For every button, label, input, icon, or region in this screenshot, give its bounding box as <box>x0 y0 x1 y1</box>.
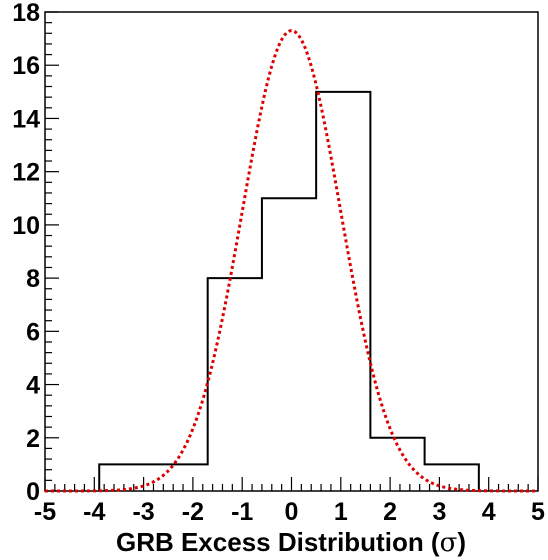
gaussian-fit-curve <box>45 29 538 493</box>
x-tick-label: 5 <box>531 498 545 526</box>
x-tick-label: -2 <box>182 498 204 526</box>
y-tick-label: 10 <box>12 212 40 240</box>
histogram-bar <box>370 438 424 491</box>
histogram-bar <box>316 92 370 491</box>
histogram-bar <box>425 464 479 491</box>
y-tick-label: 12 <box>12 159 40 187</box>
x-tick-label: -4 <box>83 498 105 526</box>
x-tick-label: 2 <box>383 498 397 526</box>
histogram-bar <box>208 278 262 491</box>
x-tick-label: 4 <box>482 498 496 526</box>
y-tick-label: 16 <box>12 52 40 80</box>
plot-frame <box>44 11 539 492</box>
y-tick-label: 6 <box>26 318 40 346</box>
x-tick-label: 1 <box>334 498 348 526</box>
x-tick-label: -1 <box>231 498 253 526</box>
histogram-bar <box>262 198 316 491</box>
y-tick-label: 8 <box>26 265 40 293</box>
sigma-symbol: σ <box>440 528 458 558</box>
y-tick-label: 14 <box>12 105 40 133</box>
y-tick-label: 18 <box>12 0 40 27</box>
y-tick-label: 0 <box>26 478 40 506</box>
x-tick-label: 0 <box>285 498 299 526</box>
x-tick-label: 3 <box>432 498 446 526</box>
x-tick-label: -3 <box>132 498 154 526</box>
x-axis-title: GRB Excess Distribution (σ) <box>116 527 466 558</box>
x-tick-label: -5 <box>34 498 56 526</box>
histogram-outline <box>98 90 480 491</box>
histogram-bars <box>98 90 480 491</box>
y-tick-label: 4 <box>26 372 40 400</box>
y-tick-label: 2 <box>26 425 40 453</box>
axis-ticks <box>44 11 539 492</box>
